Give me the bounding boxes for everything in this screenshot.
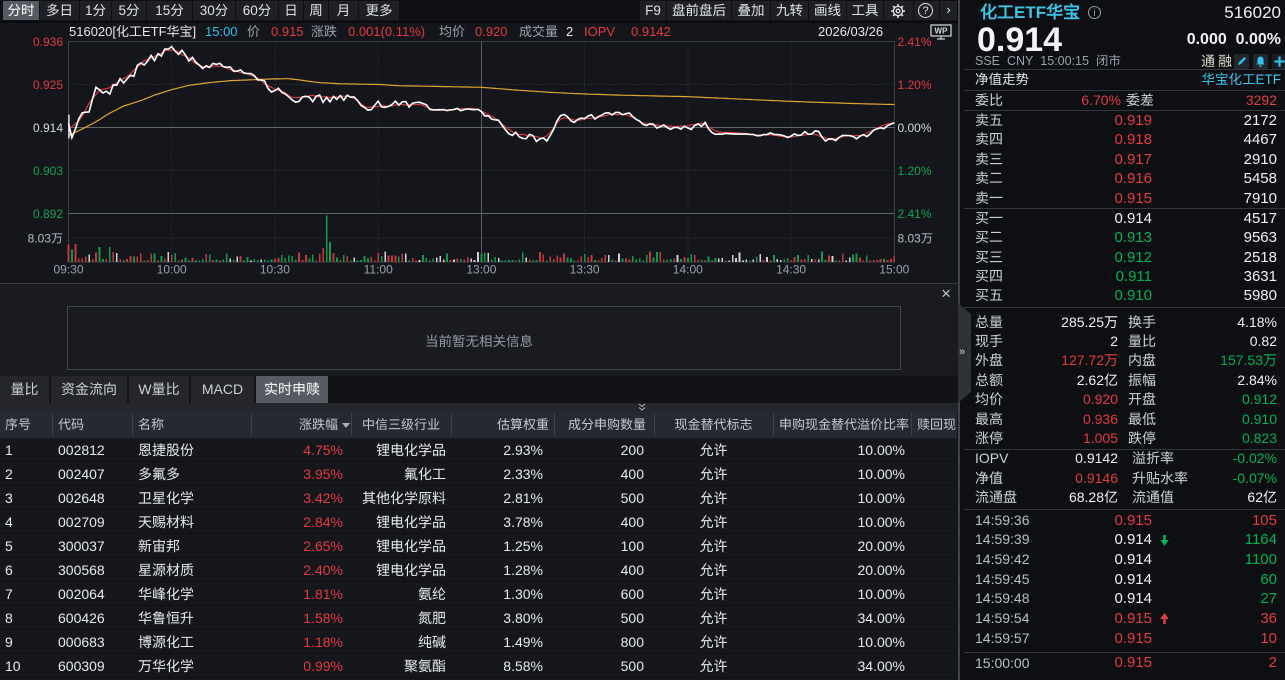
svg-text:0.892: 0.892	[33, 207, 63, 221]
svg-text:09:30: 09:30	[53, 263, 83, 277]
svg-text:15:00: 15:00	[879, 263, 909, 277]
svg-text:8.03万: 8.03万	[898, 231, 933, 245]
svg-text:11:00: 11:00	[364, 263, 393, 277]
svg-text:2.41%: 2.41%	[898, 35, 932, 49]
svg-text:2.41%: 2.41%	[898, 207, 932, 221]
svg-text:14:00: 14:00	[673, 263, 703, 277]
svg-text:14:30: 14:30	[776, 263, 806, 277]
svg-text:0.936: 0.936	[33, 35, 63, 49]
svg-text:13:00: 13:00	[466, 263, 496, 277]
svg-text:10:30: 10:30	[260, 263, 290, 277]
svg-text:10:00: 10:00	[157, 263, 187, 277]
svg-text:0.925: 0.925	[33, 78, 63, 92]
svg-text:WP: WP	[935, 27, 949, 36]
svg-text:13:30: 13:30	[570, 263, 600, 277]
svg-text:1.20%: 1.20%	[898, 164, 932, 178]
svg-text:1.20%: 1.20%	[898, 78, 932, 92]
svg-text:0.00%: 0.00%	[898, 121, 932, 135]
svg-text:0.914: 0.914	[33, 121, 63, 135]
svg-text:8.03万: 8.03万	[28, 231, 63, 245]
svg-text:0.903: 0.903	[33, 164, 63, 178]
